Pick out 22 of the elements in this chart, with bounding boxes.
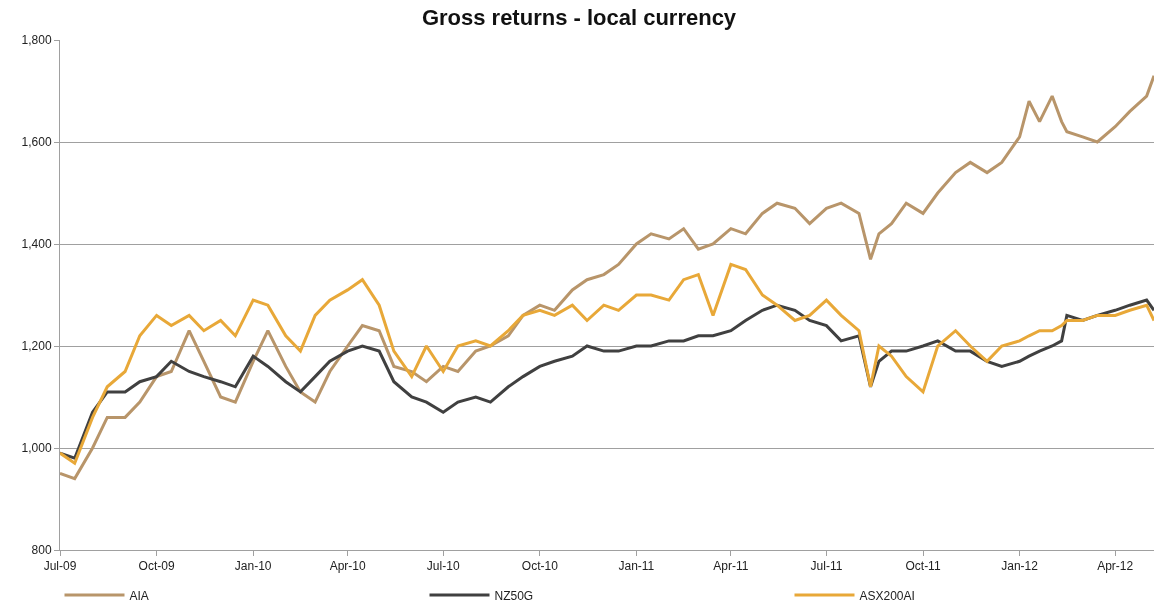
x-tick-label: Jul-09 xyxy=(43,559,77,574)
y-tick-label: 1,000 xyxy=(21,441,52,456)
chart-title: Gross returns - local currency xyxy=(421,4,737,30)
x-tick-label: Jan-11 xyxy=(618,559,655,574)
legend-label: AIA xyxy=(129,588,149,603)
y-tick-label: 1,200 xyxy=(21,339,52,354)
legend-label: ASX200AI xyxy=(859,588,915,603)
x-tick-label: Oct-09 xyxy=(138,559,175,574)
y-tick-label: 800 xyxy=(31,543,52,558)
y-tick-label: 1,600 xyxy=(21,135,52,150)
y-tick-label: 1,400 xyxy=(21,237,52,252)
x-tick-label: Jan-10 xyxy=(234,559,272,574)
x-tick-label: Apr-10 xyxy=(329,559,366,574)
y-tick-label: 1,800 xyxy=(21,33,52,48)
x-tick-label: Oct-11 xyxy=(905,559,941,574)
legend-label: NZ50G xyxy=(494,588,534,603)
x-tick-label: Jul-10 xyxy=(426,559,460,574)
x-tick-label: Apr-11 xyxy=(713,559,749,574)
x-tick-label: Apr-12 xyxy=(1097,559,1134,574)
x-tick-label: Jul-11 xyxy=(810,559,843,574)
x-tick-label: Oct-10 xyxy=(521,559,559,574)
x-tick-label: Jan-12 xyxy=(1001,559,1039,574)
